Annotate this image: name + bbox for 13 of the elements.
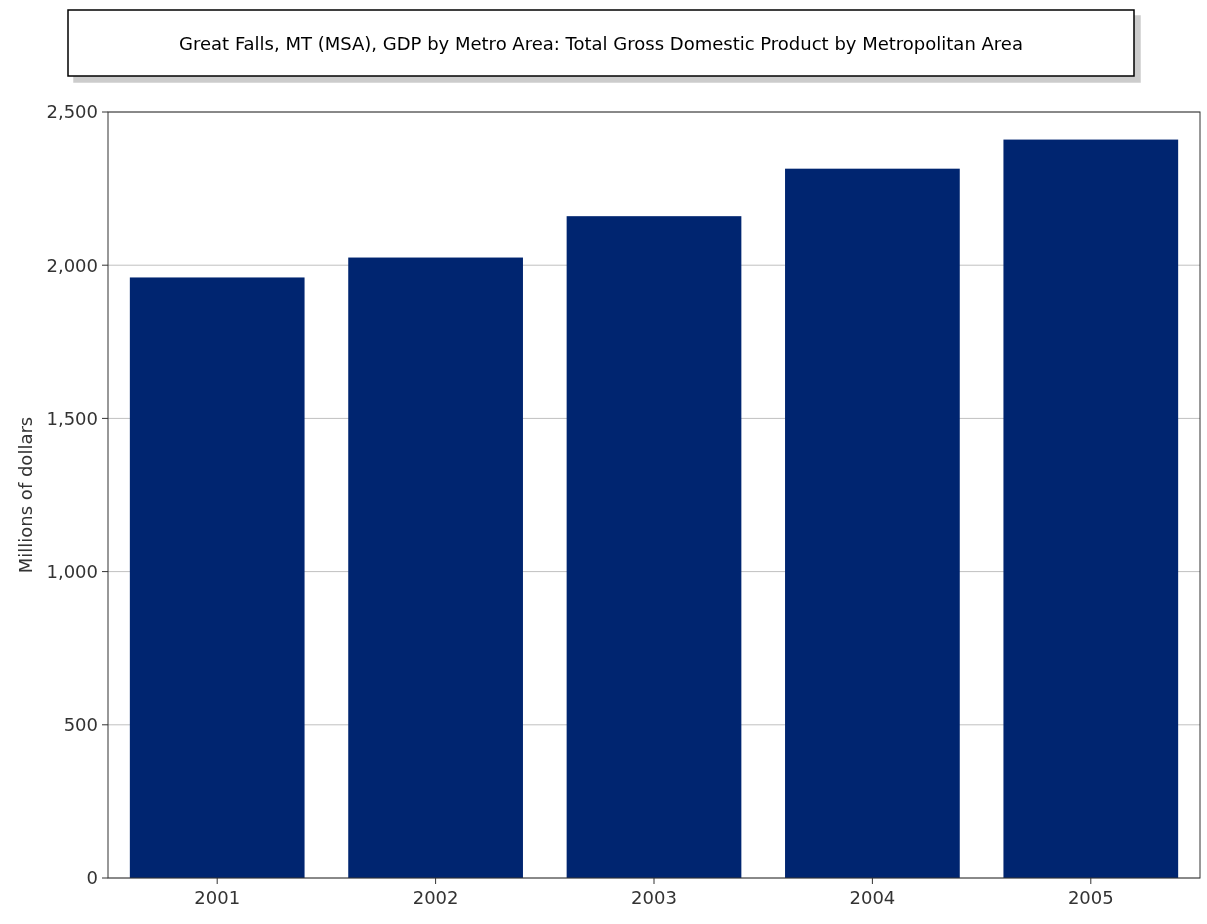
x-tick-label: 2005 [1067, 887, 1114, 908]
y-tick-label: 500 [63, 714, 98, 736]
chart-title: Great Falls, MT (MSA), GDP by Metro Area: Total Gross Domestic Product by Metropolitan Area [179, 33, 1023, 54]
y-tick-label: 1,000 [46, 560, 98, 582]
y-tick-label: 2,000 [46, 254, 98, 276]
x-tick-label: 2001 [194, 887, 241, 908]
y-tick-label: 0 [86, 867, 98, 889]
y-tick-label: 2,500 [46, 101, 98, 123]
y-axis-title: Millions of dollars [15, 416, 36, 574]
x-tick-label: 2004 [849, 887, 896, 908]
x-tick-label: 2002 [412, 887, 459, 908]
x-tick-label: 2003 [631, 887, 677, 908]
y-tick-label: 1,500 [46, 407, 98, 429]
